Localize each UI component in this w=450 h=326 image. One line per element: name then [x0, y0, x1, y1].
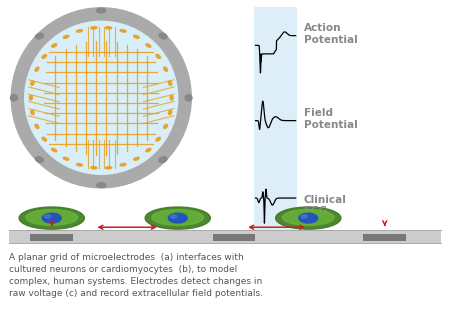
Ellipse shape [26, 210, 77, 225]
Text: A planar grid of microelectrodes  (a) interfaces with
cultured neurons or cardio: A planar grid of microelectrodes (a) int… [9, 253, 263, 298]
Ellipse shape [36, 33, 44, 39]
Ellipse shape [156, 54, 160, 58]
Ellipse shape [91, 27, 97, 29]
Ellipse shape [11, 8, 191, 188]
Ellipse shape [171, 215, 177, 218]
Ellipse shape [45, 215, 51, 218]
Ellipse shape [146, 44, 151, 47]
Ellipse shape [91, 167, 97, 169]
Ellipse shape [164, 67, 167, 71]
Ellipse shape [63, 157, 69, 160]
Text: Field
Potential: Field Potential [304, 108, 357, 130]
Ellipse shape [106, 27, 112, 29]
Ellipse shape [275, 207, 341, 229]
Ellipse shape [120, 30, 126, 32]
Ellipse shape [63, 35, 69, 38]
Ellipse shape [29, 96, 32, 100]
Ellipse shape [35, 67, 39, 71]
Ellipse shape [35, 124, 39, 128]
Ellipse shape [168, 213, 187, 223]
Bar [31, 234, 73, 241]
Text: Clinical
ECG: Clinical ECG [304, 195, 346, 216]
Ellipse shape [159, 156, 167, 162]
Bar [9, 230, 441, 243]
Ellipse shape [164, 124, 167, 128]
Ellipse shape [97, 8, 106, 13]
Bar [212, 234, 256, 241]
Ellipse shape [156, 137, 160, 141]
Ellipse shape [19, 207, 85, 229]
Bar [254, 7, 297, 235]
Ellipse shape [159, 33, 167, 39]
Ellipse shape [97, 183, 106, 187]
Ellipse shape [134, 157, 139, 160]
Ellipse shape [76, 30, 82, 32]
Ellipse shape [146, 148, 151, 152]
Ellipse shape [120, 163, 126, 166]
Ellipse shape [299, 213, 318, 223]
Text: Action
Potential: Action Potential [304, 23, 357, 45]
Ellipse shape [152, 210, 203, 225]
Ellipse shape [145, 207, 211, 229]
Ellipse shape [25, 21, 178, 174]
Ellipse shape [31, 81, 34, 85]
Ellipse shape [168, 110, 172, 115]
Ellipse shape [106, 167, 112, 169]
Ellipse shape [31, 110, 34, 115]
Ellipse shape [10, 95, 18, 101]
Ellipse shape [52, 44, 57, 47]
Ellipse shape [168, 81, 172, 85]
Bar [364, 234, 406, 241]
Ellipse shape [52, 148, 57, 152]
Ellipse shape [42, 213, 61, 223]
Ellipse shape [283, 210, 334, 225]
Ellipse shape [42, 54, 46, 58]
Ellipse shape [36, 156, 44, 162]
Ellipse shape [170, 96, 173, 100]
Ellipse shape [185, 95, 192, 101]
Ellipse shape [301, 215, 307, 218]
Ellipse shape [42, 137, 46, 141]
Ellipse shape [76, 163, 82, 166]
Ellipse shape [134, 35, 139, 38]
